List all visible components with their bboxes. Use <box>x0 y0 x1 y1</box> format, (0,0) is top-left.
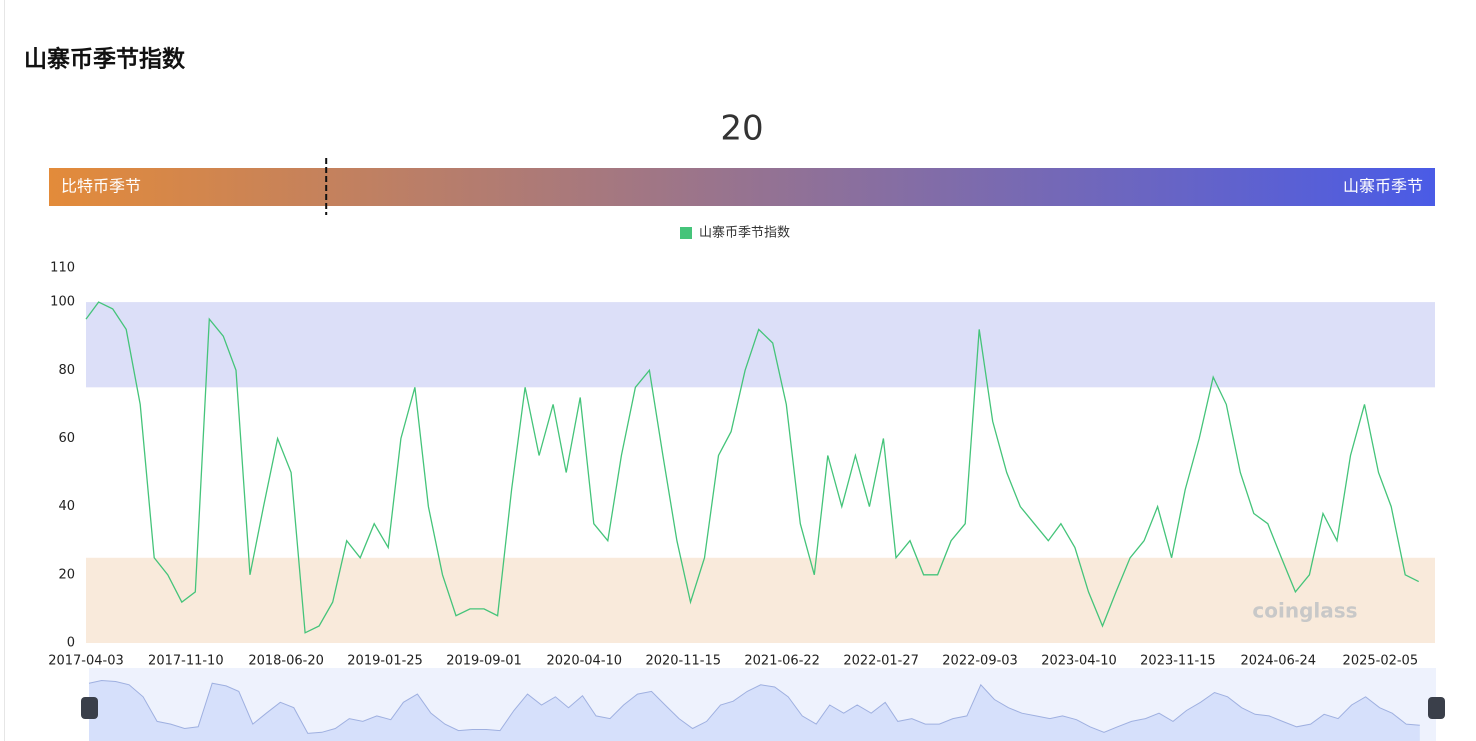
y-tick-label: 80 <box>58 363 75 378</box>
y-tick-label: 100 <box>50 295 75 310</box>
x-tick-label: 2020-11-15 <box>645 654 721 669</box>
x-tick-label: 2019-01-25 <box>347 654 423 669</box>
band <box>86 302 1435 388</box>
y-tick-label: 60 <box>58 431 75 446</box>
x-tick-label: 2023-11-15 <box>1140 654 1216 669</box>
x-tick-label: 2018-06-20 <box>248 654 324 669</box>
navigator-line <box>88 679 1420 734</box>
navigator-area <box>89 680 1420 741</box>
x-tick-label: 2017-11-10 <box>148 654 224 669</box>
legend-label[interactable]: 山寨币季节指数 <box>699 225 790 241</box>
band <box>86 557 1435 643</box>
x-tick-label: 2017-04-03 <box>48 654 124 669</box>
gauge-value: 20 <box>720 109 763 149</box>
y-tick-label: 0 <box>67 636 75 651</box>
gauge-bar <box>49 168 1435 206</box>
x-tick-label: 2023-04-10 <box>1041 654 1117 669</box>
x-tick-label: 2019-09-01 <box>446 654 522 669</box>
x-tick-label: 2022-01-27 <box>843 654 919 669</box>
gauge-right-label: 山寨币季节 <box>1343 177 1423 196</box>
y-tick-label: 20 <box>58 567 75 582</box>
legend-swatch[interactable] <box>680 227 692 239</box>
x-tick-label: 2024-06-24 <box>1240 654 1316 669</box>
gauge-left-label: 比特币季节 <box>61 177 141 196</box>
x-tick-label: 2025-02-05 <box>1343 654 1419 669</box>
watermark: coinglass <box>1252 599 1357 623</box>
x-tick-label: 2020-04-10 <box>547 654 623 669</box>
y-tick-label: 40 <box>58 499 75 514</box>
y-tick-label: 110 <box>50 261 75 276</box>
series-line <box>85 301 1419 634</box>
navigator-handle[interactable] <box>81 697 98 719</box>
x-tick-label: 2022-09-03 <box>942 654 1018 669</box>
x-tick-label: 2021-06-22 <box>744 654 820 669</box>
navigator-handle[interactable] <box>1428 697 1445 719</box>
page-title: 山寨币季节指数 <box>24 46 186 73</box>
